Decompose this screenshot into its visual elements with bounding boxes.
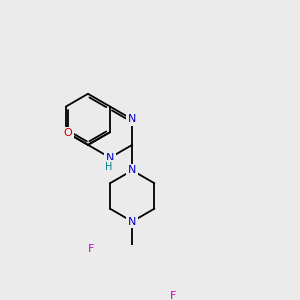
Text: N: N <box>106 153 114 163</box>
Text: N: N <box>128 114 136 124</box>
Text: N: N <box>128 165 136 176</box>
Text: F: F <box>170 291 176 300</box>
Text: F: F <box>88 244 94 254</box>
Text: N: N <box>128 217 136 226</box>
Text: H: H <box>105 162 112 172</box>
Text: O: O <box>64 128 72 138</box>
